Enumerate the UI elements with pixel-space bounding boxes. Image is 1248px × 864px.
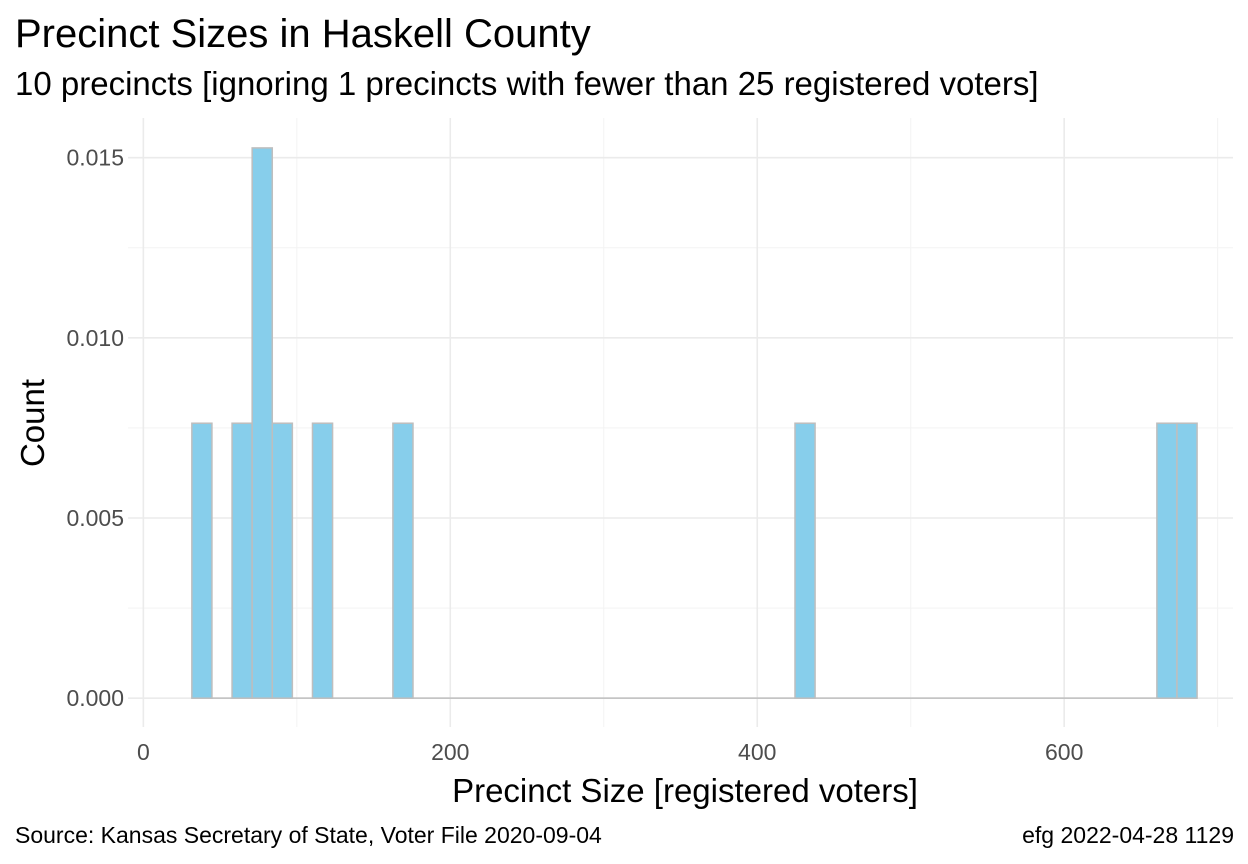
y-tick-label: 0.005 [66, 505, 124, 531]
histogram-bar [1176, 422, 1198, 699]
y-tick-label: 0.010 [66, 325, 124, 351]
histogram-bar [311, 422, 334, 699]
y-tick-label: 0.015 [66, 145, 124, 171]
histogram-bar [271, 422, 294, 699]
credit-caption: efg 2022-04-28 1129 [1022, 822, 1234, 848]
x-tick-label: 600 [1045, 739, 1083, 765]
histogram-bars [191, 147, 1198, 699]
y-tick-label: 0.000 [66, 685, 124, 711]
axis-tick-labels: 0 200 400 600 0.000 0.005 0.010 0.015 [66, 145, 1083, 765]
histogram-bar [794, 422, 816, 699]
histogram-bar [191, 422, 213, 699]
histogram-bar [392, 422, 414, 699]
source-caption: Source: Kansas Secretary of State, Voter… [15, 822, 602, 848]
y-axis-title: Count [14, 379, 51, 467]
histogram-bar [231, 422, 253, 699]
chart-subtitle: 10 precincts [ignoring 1 precincts with … [15, 65, 1039, 102]
histogram-bar [1156, 422, 1178, 699]
chart-title: Precinct Sizes in Haskell County [15, 12, 591, 56]
x-axis-title: Precinct Size [registered voters] [452, 772, 918, 809]
grid-lines [128, 118, 1233, 727]
x-tick-label: 0 [137, 739, 150, 765]
x-tick-label: 200 [431, 739, 469, 765]
histogram-bar [251, 147, 274, 699]
x-tick-label: 400 [738, 739, 776, 765]
